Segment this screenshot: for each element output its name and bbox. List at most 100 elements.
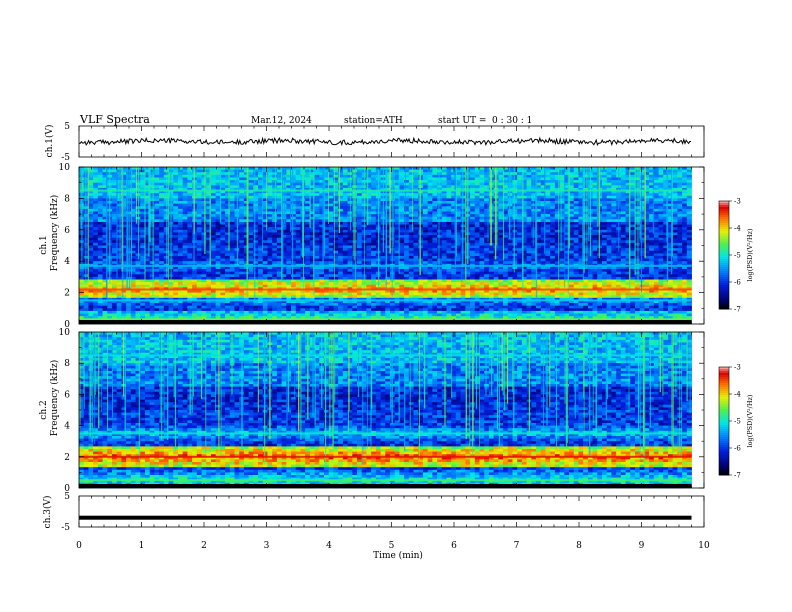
spectrogram-cell (135, 261, 141, 265)
spectrogram-cell (333, 214, 339, 218)
spectrogram-cell (177, 167, 184, 171)
spectrogram-cell (422, 255, 429, 259)
spectrogram-cell (305, 224, 311, 228)
spectrogram-cell (399, 211, 405, 215)
spectrogram-cell (93, 180, 99, 184)
spectrogram-cell (620, 227, 626, 231)
spectrogram-cell (503, 255, 509, 259)
spectrogram-cell (686, 190, 692, 194)
spectrogram-cell (399, 185, 405, 189)
spectrogram-cell (630, 198, 636, 202)
spectrogram-cell (649, 261, 655, 265)
spectrogram-cell (451, 198, 457, 202)
spectrogram-cell (625, 193, 631, 197)
spectrogram-cell (243, 253, 250, 257)
spectrogram-cell (385, 245, 391, 249)
spectrogram-cell (291, 195, 297, 199)
ch1-x-ticks (78, 126, 705, 157)
spectrogram-cell (243, 224, 250, 228)
spectrogram-cell (371, 195, 377, 199)
spectrogram-cell (262, 182, 268, 186)
spectrogram-cell (573, 211, 579, 215)
spectrogram-cell (649, 248, 655, 252)
spectrogram-cell (135, 216, 141, 220)
spectrogram-cell (512, 214, 518, 218)
spectrogram-cell (536, 242, 542, 246)
spectrogram-cell (474, 221, 480, 225)
spectrogram-cell (404, 255, 410, 259)
spectrogram-cell (338, 253, 344, 257)
spectrogram-cell (187, 250, 193, 254)
spectrogram-cell (545, 237, 551, 241)
spectrogram-cell (484, 242, 490, 246)
spectrogram-cell (422, 190, 429, 194)
spectrogram-cell (630, 180, 636, 184)
spectrogram-cell (201, 177, 207, 181)
spectrogram-cell (276, 177, 282, 181)
spectrogram-cell (262, 174, 268, 178)
spectrogram-cell (239, 177, 245, 181)
spectrogram-cell (272, 216, 278, 220)
spectrogram-cell (484, 248, 490, 252)
spectrogram-cell (479, 169, 485, 173)
spectrogram-cell (649, 258, 655, 262)
spectrogram-cell (663, 221, 669, 225)
spectrogram-cell (432, 174, 438, 178)
spectrogram-cell (140, 187, 146, 191)
spectrogram-cell (97, 255, 103, 259)
spectrogram-cell (583, 208, 589, 212)
spectrogram-cell (540, 253, 546, 257)
spectrogram-cell (291, 190, 297, 194)
spectrogram-cell (408, 195, 414, 199)
spectrogram-cell (446, 216, 452, 220)
spectrogram-cell (248, 167, 254, 171)
spectrogram-cell (267, 167, 273, 171)
spectrogram-cell (182, 172, 188, 176)
spectrogram-cell (314, 198, 320, 202)
spectrogram-cell (159, 211, 165, 215)
spectrogram-cell (653, 193, 659, 197)
spectrogram-cell (531, 221, 537, 225)
spectrogram-cell (658, 172, 664, 176)
spectrogram-cell (159, 180, 165, 184)
spectrogram-cell (286, 237, 292, 241)
spectrogram-cell (93, 216, 99, 220)
spectrogram-cell (644, 187, 650, 191)
spectrogram-cell (149, 253, 155, 257)
spectrogram-cell (455, 227, 462, 231)
spectrogram-cell (88, 208, 94, 212)
spectrogram-cell (333, 219, 339, 223)
spectrogram-cell (559, 224, 565, 228)
spectrogram-cell (451, 235, 457, 239)
spectrogram-cell (319, 211, 325, 215)
spectrogram-cell (126, 206, 132, 210)
spectrogram-cell (239, 211, 245, 215)
spectrogram-cell (531, 174, 537, 178)
spectrogram-cell (262, 201, 268, 205)
spectrogram-cell (531, 235, 537, 239)
spectrogram-cell (272, 255, 278, 259)
spectrogram-cell (611, 235, 617, 239)
spectrogram-cell (300, 261, 306, 265)
spectrogram-cell (422, 224, 429, 228)
spectrogram-cell (135, 182, 141, 186)
spectrogram-cell (253, 208, 259, 212)
spectrogram-cell (248, 174, 254, 178)
spectrogram-cell (573, 180, 579, 184)
spectrogram-cell (474, 206, 480, 210)
spectrogram-cell (182, 242, 188, 246)
spectrogram-cell (338, 240, 344, 244)
spectrogram-cell (649, 198, 655, 202)
spectrogram-cell (253, 180, 259, 184)
spectrogram-cell (206, 201, 212, 205)
spectrogram-cell (154, 214, 160, 218)
spectrogram-cell (196, 224, 202, 228)
spectrogram-cell (554, 177, 560, 181)
spectrogram-cell (272, 248, 278, 252)
spectrogram-cell (347, 250, 353, 254)
spectrogram-cell (408, 177, 414, 181)
spectrogram-cell (328, 208, 334, 212)
spectrogram-cell (97, 177, 103, 181)
spectrogram-cell (97, 250, 103, 254)
spectrogram-cell (559, 229, 565, 233)
